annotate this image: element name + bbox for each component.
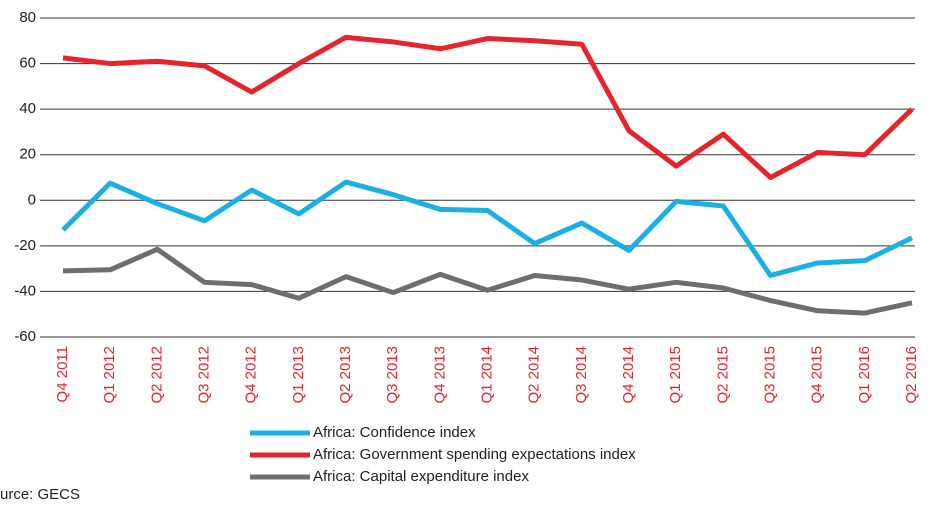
x-tick-label: Q1 2015 xyxy=(667,346,684,404)
x-tick-label: Q4 2011 xyxy=(54,346,71,402)
x-tick-label: Q1 2012 xyxy=(101,346,118,404)
series-line xyxy=(62,246,913,316)
source-note: urce: GECS xyxy=(0,486,80,503)
y-tick-label: -60 xyxy=(14,328,36,345)
y-tick-label: 20 xyxy=(19,146,36,163)
y-tick-label: 40 xyxy=(19,100,36,117)
x-tick-label: Q3 2014 xyxy=(573,346,590,404)
x-tick-label: Q4 2013 xyxy=(431,346,448,404)
x-tick-label: Q4 2014 xyxy=(620,346,637,404)
x-tick-label: Q3 2012 xyxy=(195,346,212,404)
legend-label: Africa: Capital expenditure index xyxy=(313,468,529,485)
x-tick-label: Q1 2014 xyxy=(478,346,495,404)
y-tick-label: 60 xyxy=(19,55,36,72)
legend-label: Africa: Government spending expectations… xyxy=(313,446,636,463)
x-tick-label: Q2 2014 xyxy=(526,346,543,404)
legend-label: Africa: Confidence index xyxy=(313,424,476,441)
x-tick-label: Q4 2012 xyxy=(243,346,260,404)
x-tick-label: Q3 2015 xyxy=(761,346,778,404)
y-tick-label: -40 xyxy=(14,282,36,299)
x-tick-label: Q1 2016 xyxy=(856,346,873,404)
y-tick-label: -20 xyxy=(14,237,36,254)
x-tick-label: Q2 2015 xyxy=(714,346,731,404)
y-tick-label: 0 xyxy=(28,191,36,208)
y-tick-label: 80 xyxy=(19,9,36,26)
x-tick-label: Q3 2013 xyxy=(384,346,401,404)
x-tick-label: Q2 2012 xyxy=(148,346,165,404)
series-line xyxy=(62,34,914,180)
x-tick-label: Q2 2016 xyxy=(903,346,920,404)
series-line xyxy=(61,179,914,278)
x-tick-label: Q1 2013 xyxy=(290,346,307,404)
x-tick-label: Q4 2015 xyxy=(809,346,826,404)
x-tick-label: Q2 2013 xyxy=(337,346,354,404)
